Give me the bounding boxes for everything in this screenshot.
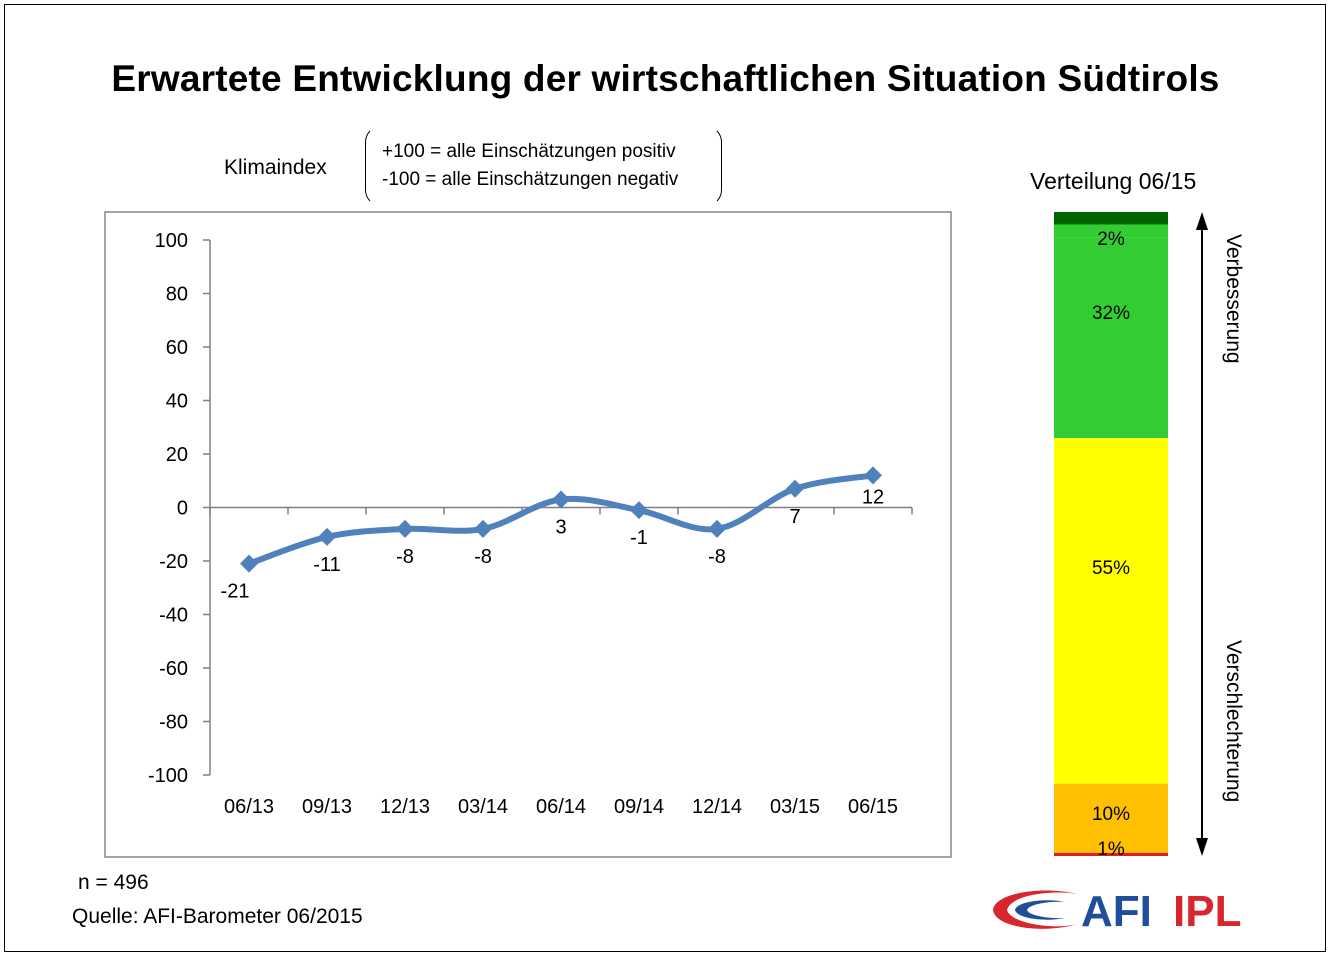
arrow-head-up xyxy=(1196,212,1208,230)
x-tick-label: 06/14 xyxy=(536,796,586,818)
data-label: -8 xyxy=(708,546,726,568)
distribution-title: Verteilung 06/15 xyxy=(1030,168,1197,194)
stack-segment xyxy=(1054,237,1168,439)
segment-value-label: 2% xyxy=(1097,228,1125,250)
data-label: 7 xyxy=(789,506,800,528)
data-point xyxy=(864,466,882,485)
sample-size: n = 496 xyxy=(78,871,149,894)
segment-value-label: 32% xyxy=(1091,302,1131,324)
y-tick-label: 60 xyxy=(166,337,188,359)
x-tick-label: 09/14 xyxy=(614,796,664,818)
x-tick-label: 09/13 xyxy=(302,796,352,818)
y-tick-label: 80 xyxy=(166,284,188,306)
afi-ipl-logo: AFI IPL xyxy=(993,887,1241,936)
arrow-label-decline: Verschlechterung xyxy=(1222,640,1245,803)
x-tick-label: 03/14 xyxy=(458,796,508,818)
logo-swoosh-outer xyxy=(993,890,1077,929)
arrow-label-improvement: Verbesserung xyxy=(1222,234,1245,364)
stacked-bar-chart xyxy=(1054,212,1168,856)
data-point xyxy=(396,519,414,538)
data-label: 3 xyxy=(555,516,566,538)
y-tick-label: 20 xyxy=(166,444,188,466)
data-label: -11 xyxy=(313,554,340,576)
stack-segment xyxy=(1054,852,1168,856)
logo-text-afi: AFI xyxy=(1081,887,1152,936)
logo-swoosh-inner xyxy=(1015,900,1065,920)
y-tick-label: -60 xyxy=(159,658,188,680)
data-label: -8 xyxy=(396,546,414,568)
data-point xyxy=(474,519,492,538)
x-tick-label: 06/15 xyxy=(848,796,898,818)
x-tick-label: 12/13 xyxy=(380,796,430,818)
source-note: Quelle: AFI-Barometer 06/2015 xyxy=(72,905,363,928)
chart-title: Erwartete Entwicklung der wirtschaftlich… xyxy=(111,58,1220,99)
x-tick-label: 06/13 xyxy=(224,796,274,818)
trend-arrow xyxy=(1196,212,1208,856)
data-label: -8 xyxy=(474,546,492,568)
line-chart: 100 80 60 40 20 0 -20 -40 -60 -80 -100 06/13 09/13 12… xyxy=(104,211,952,858)
stack-segment xyxy=(1054,212,1168,225)
data-point xyxy=(708,519,726,538)
data-label: 12 xyxy=(862,486,884,508)
segment-value-label: 1% xyxy=(1097,838,1125,860)
logo-text-ipl: IPL xyxy=(1173,887,1241,936)
index-label: Klimaindex xyxy=(224,156,327,179)
plot-area-border xyxy=(104,211,952,858)
data-point xyxy=(240,554,258,573)
stack-segment xyxy=(1054,224,1168,238)
arrow-head-down xyxy=(1196,838,1208,856)
stack-segment xyxy=(1054,783,1168,847)
stack-segment xyxy=(1054,438,1168,784)
data-point xyxy=(552,490,570,509)
data-label: -21 xyxy=(221,581,250,603)
x-tick-label: 12/14 xyxy=(692,796,742,818)
x-tick-label: 03/15 xyxy=(770,796,820,818)
slide-frame xyxy=(4,4,1326,952)
legend-negative: -100 = alle Einschätzungen negativ xyxy=(382,169,679,190)
y-tick-label: 100 xyxy=(155,230,188,252)
segment-value-label: 10% xyxy=(1091,804,1131,826)
data-label: -1 xyxy=(630,527,648,549)
legend-brace-box xyxy=(365,126,722,206)
y-tick-label: -20 xyxy=(159,551,188,573)
legend-positive: +100 = alle Einschätzungen positiv xyxy=(382,141,676,162)
segment-value-label: 55% xyxy=(1091,558,1131,580)
y-tick-label: -80 xyxy=(159,712,188,734)
data-point xyxy=(630,501,648,520)
stack-segment xyxy=(1054,846,1168,853)
y-tick-label: -40 xyxy=(159,605,188,627)
data-point xyxy=(786,479,804,498)
y-tick-label: 40 xyxy=(166,391,188,413)
y-tick-label: -100 xyxy=(148,765,188,787)
y-tick-label: 0 xyxy=(177,498,188,520)
data-point xyxy=(318,527,336,546)
